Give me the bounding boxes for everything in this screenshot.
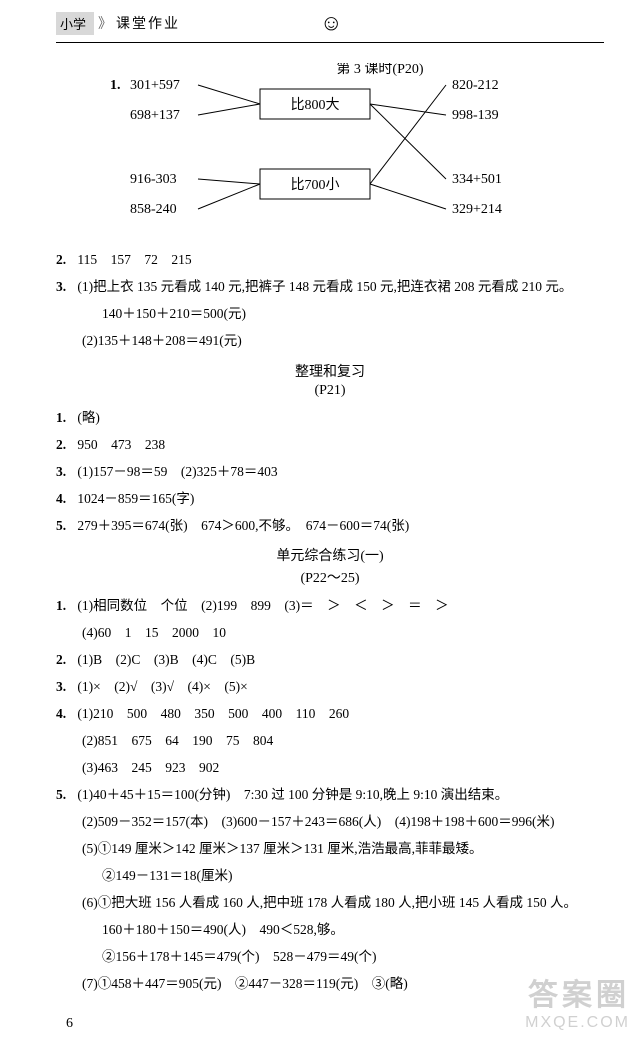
s3-q3: 3. (1)× (2)√ (3)√ (4)× (5)× xyxy=(56,676,604,699)
svg-text:比700小: 比700小 xyxy=(291,177,340,193)
s3-q5-l1: 5. (1)40＋45＋15＝100(分钟) 7:30 过 100 分钟是 9:… xyxy=(56,784,604,807)
s3-q4-l3: (3)463 245 923 902 xyxy=(56,757,604,780)
s3-q5-l4: ②149－131＝18(厘米) xyxy=(56,865,604,888)
svg-text:第 3 课时(P20): 第 3 课时(P20) xyxy=(336,63,423,77)
s3-q1-l2: (4)60 1 15 2000 10 xyxy=(56,622,604,645)
q3-line2: 140＋150＋210＝500(元) xyxy=(56,303,604,326)
s2-q5: 5. 279＋395＝674(张) 674＞600,不够。 674－600＝74… xyxy=(56,515,604,538)
s3-q4-l1: 4. (1)210 500 480 350 500 400 110 260 xyxy=(56,703,604,726)
s2-q5-text: 279＋395＝674(张) 674＞600,不够。 674－600＝74(张) xyxy=(77,518,409,533)
page-header: 小学 》 课堂作业 ☺ xyxy=(56,10,604,36)
svg-text:334+501: 334+501 xyxy=(452,172,502,187)
s3-q1-l1: 1. (1)相同数位 个位 (2)199 899 (3)＝ ＞ ＜ ＞ ＝ ＞ xyxy=(56,595,604,618)
q2-line: 2. 115 157 72 215 xyxy=(56,249,604,272)
s3-q4-l2: (2)851 675 64 190 75 804 xyxy=(56,730,604,753)
s2-q1-text: (略) xyxy=(77,410,100,425)
svg-text:858-240: 858-240 xyxy=(130,202,177,217)
section2-sub: (P21) xyxy=(56,383,604,399)
header-mascot-icon: ☺ xyxy=(320,10,342,36)
s2-q2-text: 950 473 238 xyxy=(77,437,165,452)
header-divider xyxy=(56,42,604,43)
s3-q5-l8: (7)①458＋447＝905(元) ②447－328＝119(元) ③(略) xyxy=(56,973,604,996)
s3-q5-l6: 160＋180＋150＝490(人) 490＜528,够。 xyxy=(56,919,604,942)
header-title: 课堂作业 xyxy=(116,13,180,33)
page-number: 6 xyxy=(56,1016,604,1032)
s2-q1: 1. (略) xyxy=(56,407,604,430)
page: 小学 》 课堂作业 ☺ 第 3 课时(P20) 1. 301+597 698+137 9… xyxy=(0,0,640,1042)
svg-text:916-303: 916-303 xyxy=(130,172,177,187)
q2-answer: 115 157 72 215 xyxy=(77,252,191,267)
svg-text:329+214: 329+214 xyxy=(452,202,502,217)
s3-q2: 2. (1)B (2)C (3)B (4)C (5)B xyxy=(56,649,604,672)
s3-q4-l1-text: (1)210 500 480 350 500 400 110 260 xyxy=(77,706,349,721)
section3-sub: (P22～25) xyxy=(56,567,604,587)
svg-text:998-139: 998-139 xyxy=(452,108,499,123)
section2-title: 整理和复习 xyxy=(56,361,604,381)
q3-text1: (1)把上衣 135 元看成 140 元,把裤子 148 元看成 150 元,把… xyxy=(77,279,572,294)
svg-text:1.: 1. xyxy=(110,78,121,93)
s3-q5-l2: (2)509－352＝157(本) (3)600－157＋243＝686(人) … xyxy=(56,811,604,834)
s2-q3-text: (1)157－98＝59 (2)325＋78＝403 xyxy=(77,464,277,479)
svg-text:698+137: 698+137 xyxy=(130,108,180,123)
svg-text:301+597: 301+597 xyxy=(130,78,180,93)
section3-title: 单元综合练习(一) xyxy=(56,545,604,565)
s2-q4-text: 1024－859＝165(字) xyxy=(77,491,194,506)
matching-svg: 第 3 课时(P20) 1. 301+597 698+137 916-303 858-24… xyxy=(110,63,550,243)
s3-q1-l1-text: (1)相同数位 个位 (2)199 899 (3)＝ ＞ ＜ ＞ ＝ ＞ xyxy=(77,598,448,613)
q3-line1: 3. (1)把上衣 135 元看成 140 元,把裤子 148 元看成 150 … xyxy=(56,276,604,299)
s3-q5-l1-text: (1)40＋45＋15＝100(分钟) 7:30 过 100 分钟是 9:10,… xyxy=(77,787,508,802)
svg-text:比800大: 比800大 xyxy=(291,97,340,113)
header-arrow-icon: 》 xyxy=(98,13,112,33)
s3-q3-text: (1)× (2)√ (3)√ (4)× (5)× xyxy=(77,679,247,694)
q3-line3: (2)135＋148＋208＝491(元) xyxy=(56,330,604,353)
s3-q2-text: (1)B (2)C (3)B (4)C (5)B xyxy=(77,652,255,667)
s3-q5-l5: (6)①把大班 156 人看成 160 人,把中班 178 人看成 180 人,… xyxy=(56,892,604,915)
s2-q2: 2. 950 473 238 xyxy=(56,434,604,457)
header-left-tag: 小学 xyxy=(56,12,94,35)
s3-q5-l3: (5)①149 厘米＞142 厘米＞137 厘米＞131 厘米,浩浩最高,菲菲最… xyxy=(56,838,604,861)
q1-matching-diagram: 第 3 课时(P20) 1. 301+597 698+137 916-303 858-24… xyxy=(110,63,550,243)
s2-q4: 4. 1024－859＝165(字) xyxy=(56,488,604,511)
s3-q5-l7: ②156＋178＋145＝479(个) 528－479＝49(个) xyxy=(56,946,604,969)
s2-q3: 3. (1)157－98＝59 (2)325＋78＝403 xyxy=(56,461,604,484)
svg-text:820-212: 820-212 xyxy=(452,78,499,93)
